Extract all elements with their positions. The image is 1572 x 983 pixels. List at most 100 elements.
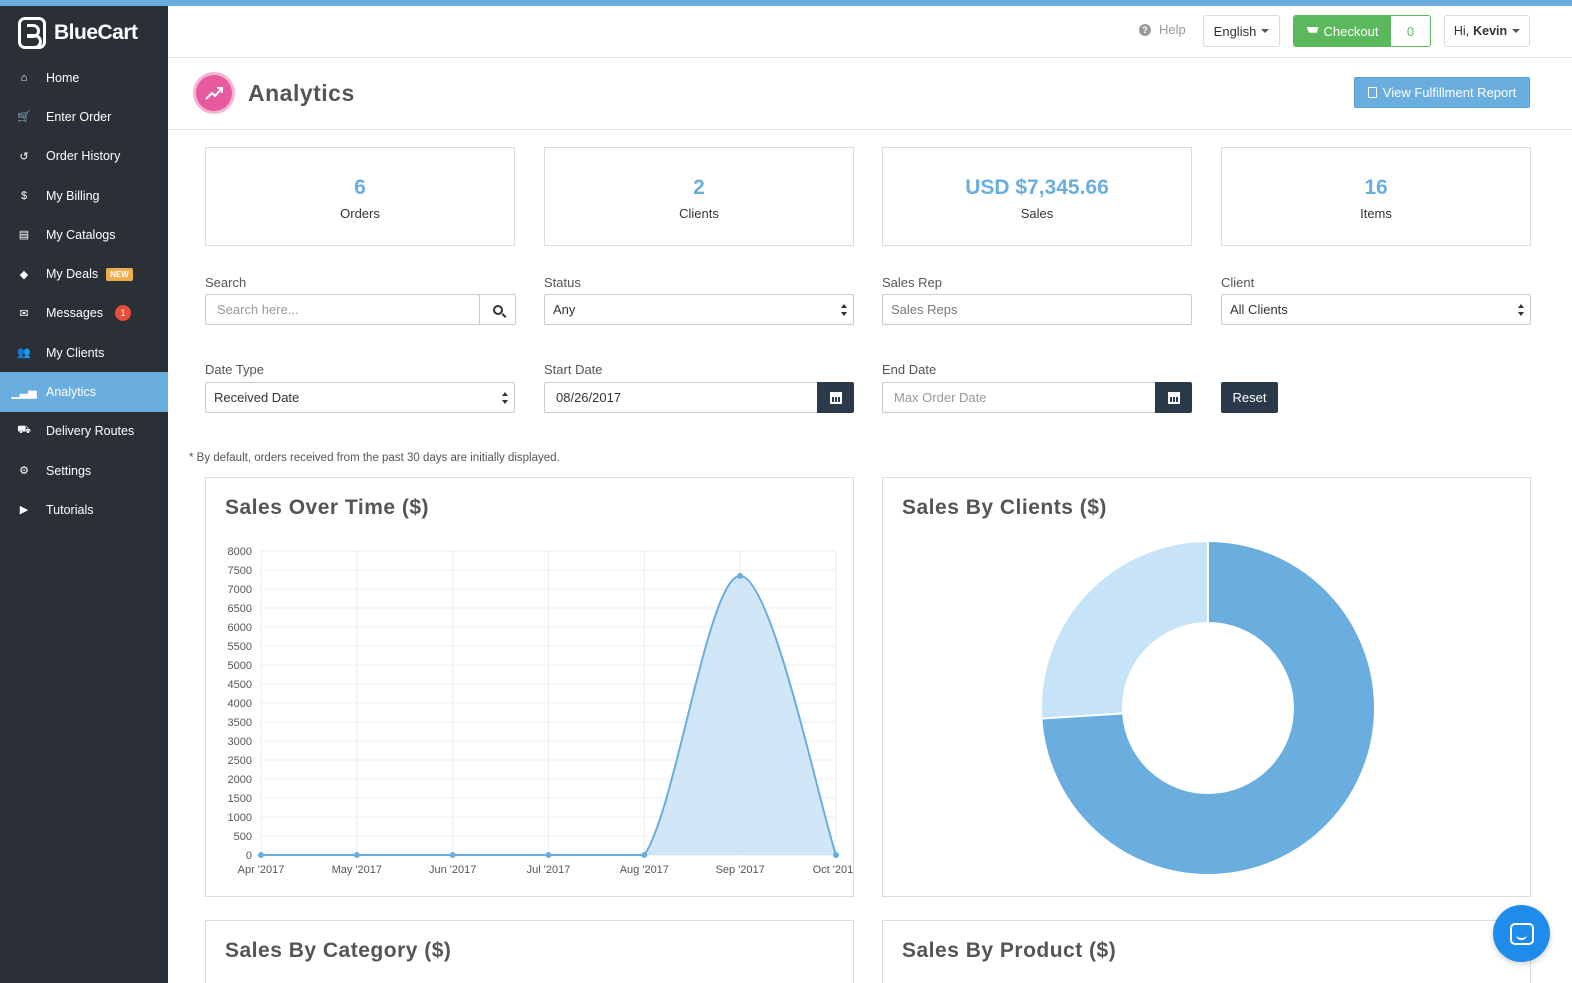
envelope-icon: ✉ <box>19 307 29 320</box>
language-label: English <box>1213 23 1257 39</box>
truck-icon: ⛟ <box>17 424 31 437</box>
data-point <box>641 852 648 858</box>
gear-icon: ⚙ <box>19 465 29 478</box>
sidebar-item-order-history[interactable]: ↺ Order History <box>0 137 168 176</box>
end-date-placeholder: Max Order Date <box>894 390 987 405</box>
reset-button[interactable]: Reset <box>1221 382 1278 413</box>
area-fill <box>261 575 836 855</box>
help-link[interactable]: ? Help <box>1139 22 1186 37</box>
sales-over-time-panel: Sales Over Time ($) 0 500 1000 1500 2000 2500… <box>205 477 854 897</box>
view-fulfillment-report-button[interactable]: View Fulfillment Report <box>1354 77 1530 108</box>
sidebar-nav: ⌂ Home 🛒 Enter Order ↺ Order History $ My Billi… <box>0 58 168 530</box>
language-dropdown[interactable]: English <box>1203 15 1280 47</box>
question-circle-icon: ? <box>1139 23 1151 36</box>
end-date-label: End Date <box>882 362 937 377</box>
series-line <box>261 574 837 857</box>
y-tick-label: 3000 <box>228 736 252 748</box>
panel-title: Sales Over Time ($) <box>225 496 430 519</box>
y-tick-label: 8000 <box>228 546 252 558</box>
search-placeholder: Search here... <box>217 302 299 317</box>
search-input[interactable]: Search here... <box>205 294 480 325</box>
logo-text: BlueCart <box>54 21 138 44</box>
sidebar-item-my-clients[interactable]: 👥 My Clients <box>0 333 168 372</box>
stat-clients: 2 Clients <box>544 147 854 246</box>
date-type-select[interactable]: Received Date <box>205 382 515 413</box>
x-tick-label: Aug '2017 <box>620 864 669 876</box>
sidebar-item-messages[interactable]: ✉ Messages 1 <box>0 294 168 333</box>
default-range-note: * By default, orders received from the p… <box>189 452 560 464</box>
start-date-picker-button[interactable] <box>817 382 854 413</box>
sidebar-item-analytics[interactable]: ▁▃▅ Analytics <box>0 372 168 412</box>
cart-icon <box>1306 26 1319 33</box>
search-icon <box>492 304 503 315</box>
pie-slice[interactable] <box>1040 539 1376 876</box>
sales-rep-input[interactable]: Sales Reps <box>882 294 1192 325</box>
client-label: Client <box>1221 275 1255 290</box>
user-menu[interactable]: Hi, Kevin <box>1444 15 1530 47</box>
status-select[interactable]: Any <box>544 294 854 325</box>
page-title: Analytics <box>248 80 355 106</box>
end-date-picker-button[interactable] <box>1155 382 1192 413</box>
top-bar: ? Help English Checkout 0 Hi, Kevin <box>168 6 1572 58</box>
sidebar-item-label: Analytics <box>46 385 97 400</box>
y-tick-label: 6500 <box>228 603 252 615</box>
search-button[interactable] <box>479 294 516 325</box>
start-date-label: Start Date <box>544 362 603 377</box>
sidebar-item-my-deals[interactable]: ◆ My Deals NEW <box>0 254 168 293</box>
sidebar-item-settings[interactable]: ⚙ Settings <box>0 451 168 490</box>
pie-slice[interactable] <box>1040 539 1209 720</box>
sidebar-item-label: Enter Order <box>46 109 112 124</box>
caret-down-icon <box>1261 29 1270 33</box>
end-date-input[interactable]: Max Order Date <box>882 382 1156 413</box>
stat-value: 6 <box>354 176 366 199</box>
y-tick-label: 7000 <box>228 584 252 596</box>
calendar-icon <box>829 391 842 404</box>
caret-down-icon <box>1512 29 1521 33</box>
sales-by-clients-panel: Sales By Clients ($) <box>882 477 1531 897</box>
stat-sales: USD $7,345.66 Sales <box>882 147 1192 246</box>
bar-chart-icon: ▁▃▅ <box>11 386 37 399</box>
sidebar-item-label: Messages <box>46 306 103 321</box>
status-value: Any <box>553 302 576 317</box>
sidebar-item-label: Home <box>46 70 80 85</box>
date-type-value: Received Date <box>214 390 300 405</box>
checkout-button-group: Checkout 0 <box>1293 15 1431 47</box>
client-select[interactable]: All Clients <box>1221 294 1531 325</box>
sidebar-item-my-billing[interactable]: $ My Billing <box>0 176 168 215</box>
y-tick-label: 1500 <box>228 793 252 805</box>
sidebar-item-enter-order[interactable]: 🛒 Enter Order <box>0 97 168 136</box>
select-arrows-icon <box>502 392 508 404</box>
sidebar-item-label: Order History <box>46 149 121 164</box>
checkout-button[interactable]: Checkout <box>1294 16 1391 46</box>
stat-value: USD $7,345.66 <box>965 176 1109 199</box>
sidebar-item-label: Tutorials <box>46 502 94 517</box>
sidebar-item-tutorials[interactable]: ▶ Tutorials <box>0 490 168 529</box>
cart-icon: 🛒 <box>17 111 31 124</box>
bluecart-logo-icon <box>18 17 46 49</box>
logo[interactable]: BlueCart <box>18 16 138 50</box>
start-date-input[interactable]: 08/26/2017 <box>544 382 818 413</box>
sales-by-clients-chart <box>1040 539 1376 876</box>
x-tick-label: Oct '2017 <box>813 864 853 876</box>
chat-launcher-button[interactable] <box>1493 905 1550 962</box>
data-point <box>545 852 552 858</box>
y-tick-label: 2500 <box>228 755 252 767</box>
sidebar-item-delivery-routes[interactable]: ⛟ Delivery Routes <box>0 412 168 451</box>
start-date-value: 08/26/2017 <box>556 390 622 405</box>
unread-count-badge: 1 <box>114 305 131 322</box>
sales-by-product-panel: Sales By Product ($) <box>882 920 1531 983</box>
cart-count[interactable]: 0 <box>1391 16 1430 46</box>
sidebar-item-my-catalogs[interactable]: ▤ My Catalogs <box>0 215 168 254</box>
y-tick-label: 6000 <box>228 622 252 634</box>
sidebar-item-label: My Clients <box>46 345 105 360</box>
panel-title: Sales By Clients ($) <box>902 496 1107 519</box>
user-name: Kevin <box>1473 24 1508 38</box>
x-tick-label: Apr '2017 <box>238 864 285 876</box>
data-point <box>353 852 360 858</box>
chat-icon <box>1509 922 1534 945</box>
sidebar-item-label: Delivery Routes <box>46 424 135 439</box>
sidebar-item-home[interactable]: ⌂ Home <box>0 58 168 97</box>
y-tick-label: 4500 <box>228 679 252 691</box>
sales-rep-label: Sales Rep <box>882 275 942 290</box>
users-icon: 👥 <box>17 347 31 360</box>
